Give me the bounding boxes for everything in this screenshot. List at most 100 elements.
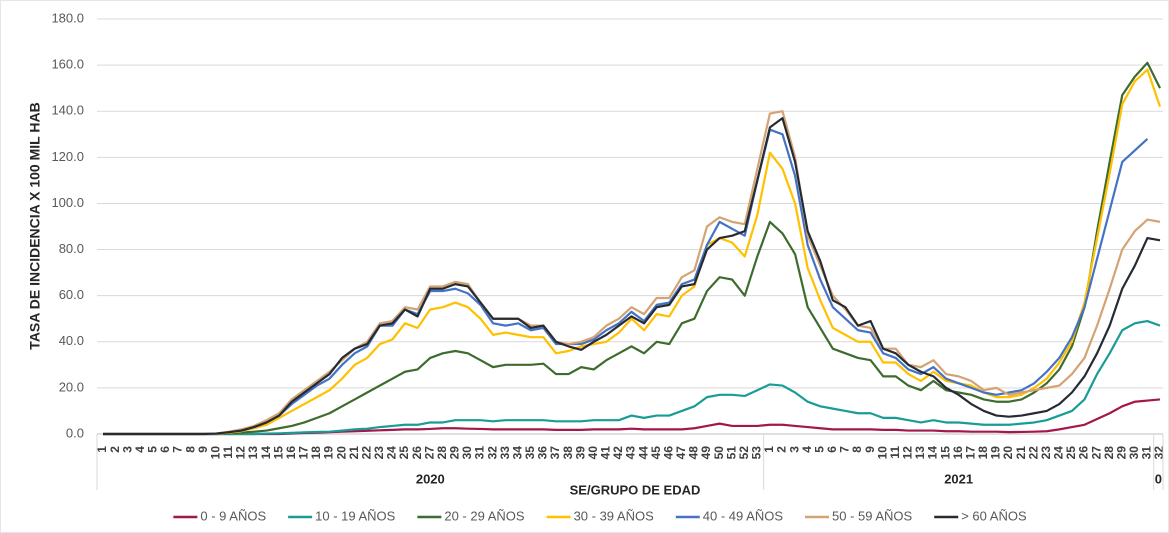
x-tick-label: 15	[271, 446, 285, 460]
x-tick-label: 24	[1052, 446, 1066, 460]
y-tick-label: 140.0	[51, 103, 84, 118]
x-tick-label: 50	[712, 446, 726, 460]
x-tick-label: 48	[687, 446, 701, 460]
x-tick-label: 33	[498, 446, 512, 460]
x-tick-label: 18	[976, 446, 990, 460]
x-tick-label: 31	[1140, 446, 1154, 460]
x-tick-label: 38	[561, 446, 575, 460]
x-tick-label: 3	[787, 446, 801, 453]
x-tick-label: 17	[963, 446, 977, 460]
x-tick-label: 22	[1026, 446, 1040, 460]
x-tick-label: 17	[297, 446, 311, 460]
group-label: 0	[1155, 471, 1162, 486]
x-tick-label: 30	[460, 446, 474, 460]
x-tick-label: 1	[95, 446, 109, 453]
x-tick-label: 42	[611, 446, 625, 460]
x-tick-label: 16	[284, 446, 298, 460]
x-tick-label: 19	[322, 446, 336, 460]
x-tick-label: 27	[1089, 446, 1103, 460]
x-tick-label: 31	[473, 446, 487, 460]
group-label: 2021	[944, 471, 973, 486]
x-tick-label: 14	[926, 446, 940, 460]
y-axis-title: TASA DE INCIDENCIA X 100 MIL HAB	[27, 102, 43, 349]
x-tick-label: 32	[1152, 446, 1166, 460]
legend-label: 40 - 49 AÑOS	[703, 508, 784, 523]
x-tick-label: 20	[334, 446, 348, 460]
x-tick-label: 19	[989, 446, 1003, 460]
y-tick-label: 160.0	[51, 57, 84, 72]
legend-label: 0 - 9 AÑOS	[200, 508, 266, 523]
x-tick-label: 29	[1114, 446, 1128, 460]
x-tick-label: 27	[422, 446, 436, 460]
y-tick-label: 180.0	[51, 10, 84, 25]
series-line	[103, 61, 1161, 436]
x-tick-label: 8	[183, 446, 197, 453]
x-axis-title: SE/GRUPO DE EDAD	[570, 482, 701, 497]
x-tick-label: 26	[410, 446, 424, 460]
x-tick-label: 10	[875, 446, 889, 460]
legend-label: 50 - 59 AÑOS	[832, 508, 913, 523]
x-tick-label: 23	[372, 446, 386, 460]
x-tick-label: 39	[573, 446, 587, 460]
x-tick-label: 53	[750, 446, 764, 460]
x-tick-label: 45	[649, 446, 663, 460]
legend: 0 - 9 AÑOS 10 - 19 AÑOS 20 - 29 AÑOS 30 - 3…	[173, 508, 1027, 523]
x-tick-label: 24	[385, 446, 399, 460]
x-tick-label: 25	[1064, 446, 1078, 460]
x-tick-label: 6	[825, 446, 839, 453]
series-line	[103, 319, 1161, 436]
x-tick-label: 7	[838, 446, 852, 453]
y-tick-label: 40.0	[59, 333, 84, 348]
x-tick-label: 4	[133, 446, 147, 453]
x-tick-label: 28	[435, 446, 449, 460]
x-tick-label: 34	[510, 446, 524, 460]
x-tick-label: 46	[661, 446, 675, 460]
x-tick-label: 7	[171, 446, 185, 453]
x-tick-label: 5	[812, 446, 826, 453]
x-tick-label: 23	[1039, 446, 1053, 460]
x-tick-label: 36	[536, 446, 550, 460]
legend-label: > 60 AÑOS	[961, 508, 1027, 523]
legend-label: 10 - 19 AÑOS	[315, 508, 396, 523]
x-tick-label: 32	[485, 446, 499, 460]
x-tick-label: 16	[951, 446, 965, 460]
y-tick-label: 120.0	[51, 149, 84, 164]
x-tick-label: 13	[246, 446, 260, 460]
x-tick-label: 11	[221, 446, 235, 459]
x-tick-label: 51	[724, 446, 738, 460]
x-tick-label: 12	[234, 446, 248, 460]
x-tick-label: 14	[259, 446, 273, 460]
x-tick-label: 43	[624, 446, 638, 460]
x-tick-label: 2	[775, 446, 789, 453]
x-tick-label: 11	[888, 446, 902, 459]
x-tick-label: 2	[108, 446, 122, 453]
x-tick-label: 21	[347, 446, 361, 460]
series-line	[103, 117, 1161, 436]
y-tick-label: 60.0	[59, 287, 84, 302]
x-tick-label: 22	[359, 446, 373, 460]
y-tick-label: 20.0	[59, 379, 84, 394]
x-tick-label: 3	[120, 446, 134, 453]
y-tick-label: 0.0	[66, 425, 84, 440]
x-tick-label: 35	[523, 446, 537, 460]
x-tick-label: 1	[762, 446, 776, 453]
x-tick-label: 40	[586, 446, 600, 460]
x-tick-label: 8	[850, 446, 864, 453]
x-tick-label: 21	[1014, 446, 1028, 460]
x-tick-label: 41	[599, 446, 613, 460]
x-tick-label: 6	[158, 446, 172, 453]
x-tick-label: 49	[699, 446, 713, 460]
x-tick-label: 9	[196, 446, 210, 453]
x-tick-label: 25	[397, 446, 411, 460]
x-tick-label: 26	[1077, 446, 1091, 460]
x-tick-label: 28	[1102, 446, 1116, 460]
legend-label: 20 - 29 AÑOS	[444, 508, 525, 523]
x-tick-label: 18	[309, 446, 323, 460]
x-tick-label: 13	[913, 446, 927, 460]
x-tick-label: 37	[548, 446, 562, 460]
x-tick-label: 52	[737, 446, 751, 460]
x-tick-label: 15	[938, 446, 952, 460]
legend-label: 30 - 39 AÑOS	[574, 508, 655, 523]
x-tick-label: 30	[1127, 446, 1141, 460]
